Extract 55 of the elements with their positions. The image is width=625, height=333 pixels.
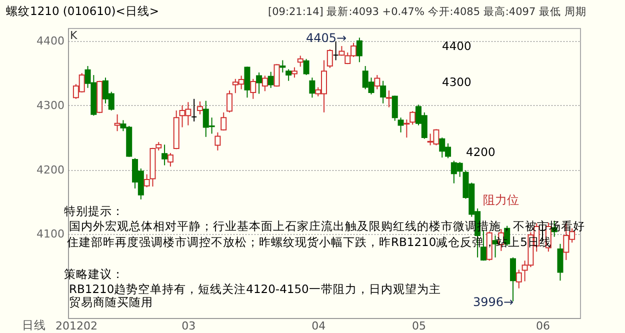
y-tick-label: 4100 <box>36 228 64 241</box>
candlestick <box>191 98 198 122</box>
candlestick <box>262 75 268 92</box>
annotation: 3996→ <box>473 295 514 309</box>
annotation: 4400 <box>442 39 472 53</box>
y-tick-label: 4200 <box>36 163 64 176</box>
candlestick <box>268 71 274 88</box>
x-axis-title: 日线 <box>22 318 46 332</box>
candlestick <box>303 58 310 76</box>
candlestick <box>392 95 398 122</box>
candlestick <box>516 269 522 289</box>
candlestick <box>214 132 221 151</box>
candlestick <box>386 90 392 108</box>
candlestick <box>398 117 404 133</box>
candlestick <box>286 68 292 82</box>
candlestick <box>404 119 410 138</box>
y-tick-label: 4300 <box>36 98 64 112</box>
chart-title: 螺纹1210 (010610)<日线> <box>6 4 160 18</box>
candlestick <box>244 66 250 98</box>
candlestick <box>309 77 316 98</box>
candlestick <box>380 80 386 104</box>
candlestick <box>250 78 256 100</box>
annotation: 4300 <box>442 75 472 89</box>
candlestick <box>410 110 416 126</box>
annotation: 贸易商随买随用 <box>69 295 153 309</box>
annotation: 特别提示： <box>64 204 124 218</box>
candlestick <box>274 64 280 88</box>
annotation: K <box>70 29 78 42</box>
x-tick-label: 04 <box>312 320 326 332</box>
annotation: 4200 <box>466 145 496 159</box>
chart-subtitle: [09:21:14] 最新:4093 +0.47% 今开:4085 最高:4097 最低 周期 <box>268 5 586 18</box>
annotation: 策略建议： <box>64 267 124 281</box>
candlestick <box>196 100 203 115</box>
candlestick <box>557 243 564 282</box>
x-tick-label: 03 <box>182 320 196 332</box>
x-tick-label: 05 <box>412 320 426 332</box>
x-tick-label: 06 <box>536 320 550 332</box>
candlestick <box>220 112 227 131</box>
candlestick <box>297 55 304 68</box>
annotation: 4405→ <box>306 31 347 45</box>
candlestick <box>374 74 380 90</box>
candlestick <box>256 72 262 94</box>
candlestick <box>356 37 362 63</box>
candlestick <box>226 90 233 113</box>
candlestick <box>291 66 298 78</box>
candlestick <box>332 41 339 61</box>
x-tick-label: 201202 <box>55 320 98 332</box>
candlestick <box>280 60 286 73</box>
annotation: RB1210趋势空单持有，短线关注4120-4150一带阻力，日内观望为主 <box>69 282 441 296</box>
candlestick <box>162 144 168 166</box>
candlestick <box>114 114 120 132</box>
y-tick-label: 4400 <box>36 34 64 48</box>
candlestick <box>167 152 174 168</box>
annotation: 阻力位 <box>483 193 519 207</box>
candlestick <box>326 48 333 68</box>
